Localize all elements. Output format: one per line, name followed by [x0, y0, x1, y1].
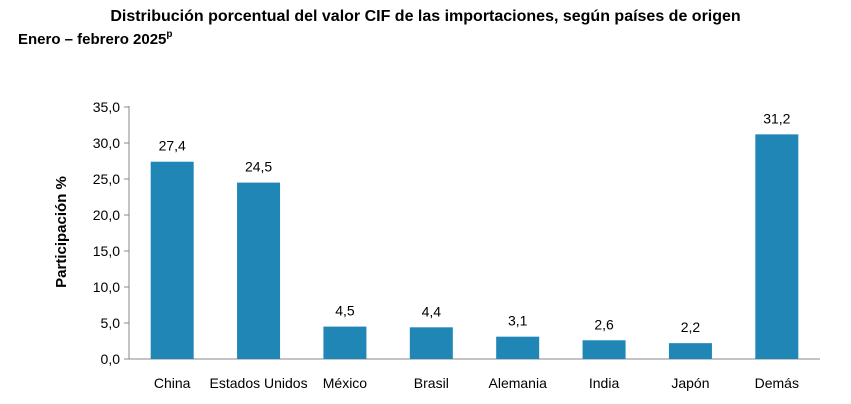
data-label: 3,1: [508, 313, 528, 329]
x-tick-label: Alemania: [489, 375, 548, 391]
bar: [668, 343, 712, 359]
x-tick-label: Japón: [671, 375, 709, 391]
data-label: 31,2: [763, 110, 790, 126]
data-label: 27,4: [159, 138, 186, 154]
y-tick-label: 5,0: [101, 315, 121, 331]
subtitle-text: Enero – febrero 2025: [18, 31, 167, 48]
x-tick-label: México: [323, 375, 368, 391]
bar: [150, 161, 194, 359]
y-tick-label: 30,0: [93, 135, 120, 151]
chart-title: Distribución porcentual del valor CIF de…: [110, 8, 741, 25]
preliminary-mark: p: [166, 29, 173, 40]
y-axis-label: Participación %: [53, 176, 70, 288]
bar: [323, 326, 367, 359]
y-ticks: 0,0 5,0 10,0 15,0 20,0 25,0 30,0 35,0: [93, 99, 129, 367]
bar: [755, 134, 799, 359]
data-label: 2,2: [681, 319, 701, 335]
bars: [150, 134, 799, 359]
x-tick-label: China: [154, 375, 191, 391]
y-tick-label: 10,0: [93, 279, 120, 295]
chart-subtitle: Enero – febrero 2025p: [18, 29, 173, 48]
y-tick-label: 15,0: [93, 243, 120, 259]
x-tick-label: Brasil: [414, 375, 449, 391]
bar: [237, 182, 281, 359]
y-tick-label: 25,0: [93, 171, 120, 187]
bar: [409, 327, 453, 359]
data-labels: 27,4 24,5 4,5 4,4 3,1 2,6 2,2 31,2: [159, 110, 791, 335]
y-tick-label: 20,0: [93, 207, 120, 223]
data-label: 4,5: [335, 303, 355, 319]
data-label: 24,5: [245, 159, 272, 175]
bar: [582, 340, 626, 359]
x-tick-label: Demás: [755, 375, 799, 391]
x-tick-label: Estados Unidos: [210, 375, 308, 391]
data-label: 4,4: [422, 303, 442, 319]
x-tick-label: India: [589, 375, 620, 391]
bar: [496, 336, 540, 359]
y-tick-label: 35,0: [93, 99, 120, 115]
y-tick-label: 0,0: [101, 351, 121, 367]
x-tick-labels: China Estados Unidos México Brasil Alemania I…: [154, 375, 799, 391]
data-label: 2,6: [594, 316, 614, 332]
